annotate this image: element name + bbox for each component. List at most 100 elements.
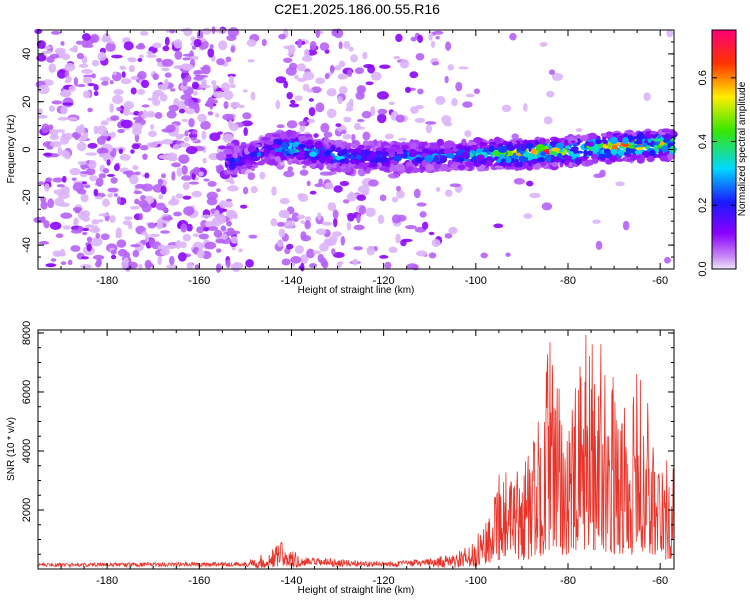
spectrogram-cell bbox=[610, 148, 618, 155]
spectrogram-cell bbox=[411, 167, 420, 174]
spectrogram-cell bbox=[551, 147, 561, 152]
spectrogram-cell bbox=[417, 88, 424, 95]
spectrogram-panel: -180 -160 -140 -120 -100 -80 -60 -40 -20 0 20 40 H… bbox=[6, 26, 678, 296]
spectrogram-cell bbox=[152, 42, 162, 49]
snr-trace bbox=[37, 334, 675, 569]
spectrogram-cell bbox=[346, 142, 351, 150]
spectrogram-cell bbox=[173, 211, 182, 217]
spectrogram-cell bbox=[50, 258, 57, 262]
spectrogram-cell bbox=[101, 132, 114, 137]
spectrogram-cell bbox=[162, 207, 169, 213]
spectrogram-cell bbox=[85, 152, 98, 156]
spectrogram-cell bbox=[353, 246, 363, 251]
spectrogram-cell bbox=[278, 228, 286, 238]
spectrogram-cell bbox=[137, 42, 145, 49]
y-tick-label: 40 bbox=[21, 48, 33, 60]
spectrogram-cell bbox=[405, 166, 413, 172]
spectrogram-cell bbox=[440, 163, 449, 172]
spectrogram-cell bbox=[213, 91, 226, 99]
spectrogram-cell bbox=[283, 170, 295, 178]
spectrogram-cell bbox=[534, 162, 542, 170]
spectrogram-cell bbox=[385, 148, 395, 153]
spectrogram-cell bbox=[229, 230, 241, 235]
spectrogram-cell bbox=[298, 193, 309, 202]
spectrogram-cell bbox=[294, 74, 299, 80]
spectrogram-cell bbox=[226, 220, 232, 227]
spectrogram-cell bbox=[288, 103, 300, 108]
spectrogram-cell bbox=[276, 221, 285, 227]
spectrogram-cell bbox=[634, 149, 645, 155]
spectrogram-cell bbox=[468, 139, 474, 143]
spectrogram-cell bbox=[181, 175, 193, 181]
spectrogram-cell bbox=[197, 113, 207, 123]
spectrogram-cell bbox=[178, 154, 190, 164]
spectrogram-cell bbox=[48, 63, 57, 73]
spectrogram-cell bbox=[501, 158, 506, 163]
spectrogram-cell bbox=[107, 187, 119, 193]
spectrogram-cell bbox=[414, 117, 426, 123]
spectrogram-cell bbox=[193, 70, 205, 75]
spectrogram-cell bbox=[424, 154, 434, 163]
spectrogram-cell bbox=[168, 104, 180, 112]
spectrogram-cell bbox=[242, 89, 248, 93]
spectrogram-cell bbox=[271, 133, 281, 138]
spectrogram-cell bbox=[110, 131, 116, 139]
colorbar-ticks: 0.0 0.2 0.4 0.6 bbox=[697, 70, 736, 277]
x-tick-label: -160 bbox=[188, 575, 210, 587]
spectrogram-cell bbox=[332, 209, 339, 220]
spectrogram-cell bbox=[61, 132, 66, 141]
spectrogram-cell bbox=[461, 138, 467, 146]
spectrogram-cell bbox=[70, 245, 81, 252]
spectrogram-cell bbox=[171, 162, 181, 168]
spectrogram-cell bbox=[447, 142, 456, 148]
spectrogram-cell bbox=[659, 155, 669, 162]
spectrogram-cell bbox=[290, 99, 296, 104]
spectrogram-cell bbox=[137, 57, 143, 62]
spectrogram-cell bbox=[365, 207, 376, 217]
spectrogram-cell bbox=[211, 80, 217, 86]
spectrogram-cell bbox=[627, 135, 635, 141]
spectrogram-cell bbox=[42, 152, 53, 157]
spectrogram-cell bbox=[56, 69, 67, 79]
spectrogram-cell bbox=[132, 249, 140, 258]
spectrogram-cell bbox=[395, 163, 406, 172]
y-tick-label: 2000 bbox=[21, 498, 33, 522]
spectrogram-cell bbox=[206, 191, 218, 200]
spectrogram-cell bbox=[572, 146, 579, 154]
spectrogram-cell bbox=[335, 123, 342, 127]
spectrogram-cell bbox=[581, 135, 589, 140]
spectrogram-cell bbox=[473, 88, 480, 95]
spectrogram-cell bbox=[300, 262, 305, 272]
spectrogram-cell bbox=[366, 245, 376, 256]
spectrogram-cell bbox=[185, 74, 192, 83]
spectrogram-cell bbox=[592, 219, 601, 224]
spectrogram-cell bbox=[242, 112, 252, 120]
snr-frame bbox=[37, 329, 675, 570]
spectrogram-cell bbox=[41, 50, 51, 55]
spectrogram-cell bbox=[49, 53, 60, 59]
spectrogram-cell bbox=[175, 240, 182, 250]
spectrogram-cell bbox=[206, 197, 218, 206]
spectrogram-cell bbox=[91, 73, 96, 79]
spectrogram-cell bbox=[273, 138, 283, 143]
spectrogram-cell bbox=[76, 141, 87, 152]
spectrogram-cell bbox=[64, 62, 76, 72]
spectrogram-cell bbox=[97, 51, 107, 61]
spectrogram-cell bbox=[152, 98, 161, 106]
spectrogram-cell bbox=[141, 104, 150, 108]
spectrogram-cell bbox=[95, 261, 102, 268]
spectrogram-cell bbox=[205, 100, 213, 108]
spectrogram-cell bbox=[357, 118, 365, 123]
spectrogram-cell bbox=[302, 83, 310, 92]
spectrogram-cell bbox=[517, 161, 524, 168]
y-tick-label: -40 bbox=[21, 237, 33, 253]
colorbar-label: Normalized spectral amplitude bbox=[737, 81, 748, 216]
spectrogram-cell bbox=[421, 221, 429, 230]
spectrogram-cell bbox=[156, 58, 162, 63]
spectrogram-cell bbox=[131, 143, 141, 150]
spectrogram-cell bbox=[37, 114, 48, 119]
spectrogram-cell bbox=[207, 111, 214, 116]
spectrogram-cell bbox=[287, 52, 293, 56]
spectrogram-cell bbox=[326, 108, 337, 119]
spectrogram-cell bbox=[196, 226, 205, 234]
